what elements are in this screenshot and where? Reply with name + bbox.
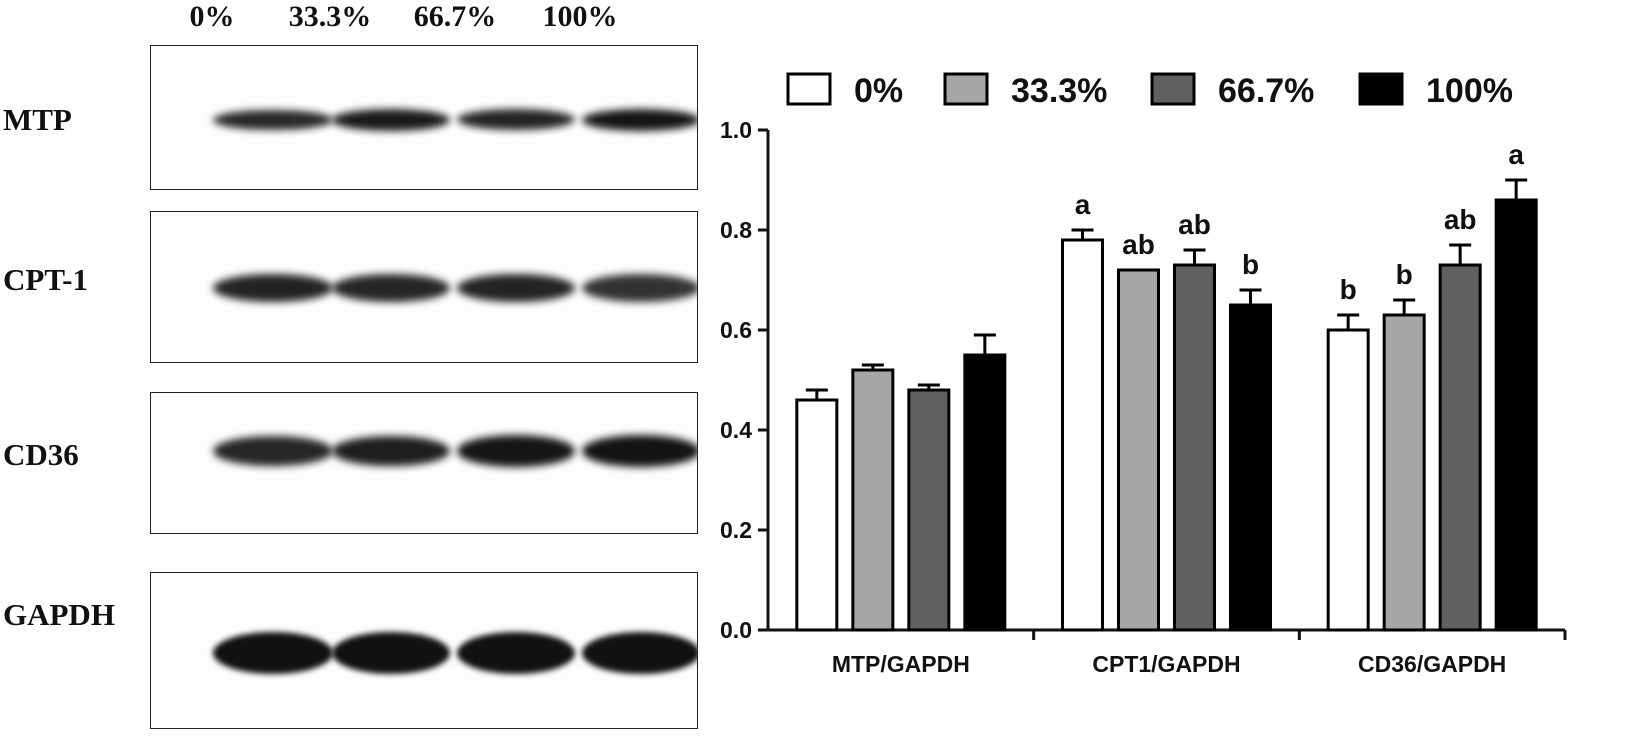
legend-label: 100% — [1426, 72, 1513, 110]
legend-swatch — [1358, 72, 1404, 106]
blot-row-label: CD36 — [3, 437, 79, 472]
blot-band — [332, 435, 450, 467]
bar — [1438, 263, 1482, 632]
y-tick-label: 0.2 — [720, 517, 752, 543]
significance-letter: a — [1508, 139, 1524, 170]
bar — [1061, 238, 1104, 632]
blot-band — [332, 273, 450, 303]
blot-band — [457, 632, 575, 674]
legend-label: 33.3% — [1011, 72, 1107, 110]
legend-label: 66.7% — [1218, 72, 1314, 110]
blot-image-cpt1 — [150, 211, 698, 363]
legend-label: 0% — [854, 72, 903, 110]
significance-letter: a — [1075, 189, 1091, 220]
blot-band — [582, 435, 697, 467]
blot-band — [582, 632, 697, 674]
x-tick-label: MTP/GAPDH — [832, 651, 970, 677]
blot-band — [457, 273, 575, 303]
blot-band — [457, 435, 575, 467]
bar — [1494, 198, 1538, 632]
blot-band — [332, 632, 450, 674]
significance-letter: ab — [1122, 229, 1155, 260]
bar — [851, 368, 895, 632]
y-tick-label: 0.8 — [720, 217, 752, 243]
blot-lane-header: 0% 33.3% 66.7% 100% — [0, 0, 680, 40]
blot-band — [213, 273, 333, 303]
blot-row-label: MTP — [3, 102, 72, 137]
blot-band — [457, 109, 575, 131]
y-tick-label: 0.0 — [720, 617, 752, 643]
significance-letter: ab — [1444, 204, 1477, 235]
blot-lane-label: 66.7% — [413, 0, 497, 33]
bar — [907, 388, 951, 632]
blot-lane-label: 0% — [189, 0, 235, 33]
bar — [1117, 268, 1160, 632]
blot-lane-label: 100% — [542, 0, 618, 33]
blot-image-gapdh — [150, 572, 698, 729]
bar — [1229, 303, 1272, 632]
blot-image-mtp — [150, 45, 698, 190]
blot-band — [213, 632, 333, 674]
legend-swatch — [1150, 72, 1196, 106]
legend-swatch — [786, 72, 832, 106]
blot-band — [582, 274, 697, 302]
bar — [795, 398, 839, 632]
significance-letter: b — [1396, 259, 1413, 290]
y-tick-label: 0.4 — [720, 417, 752, 443]
significance-letter: b — [1340, 274, 1357, 305]
bar — [963, 353, 1007, 632]
bar — [1326, 328, 1370, 632]
blot-image-cd36 — [150, 392, 698, 534]
blot-band — [213, 435, 333, 467]
legend-swatch — [943, 72, 989, 106]
blot-lane-label: 33.3% — [288, 0, 372, 33]
blot-band — [213, 109, 333, 131]
blot-band — [332, 109, 450, 131]
blot-band — [582, 109, 697, 131]
significance-letter: ab — [1178, 209, 1211, 240]
blot-row-label: GAPDH — [3, 597, 115, 632]
x-tick-label: CD36/GAPDH — [1358, 651, 1506, 677]
bar — [1382, 313, 1426, 632]
y-tick-label: 1.0 — [720, 117, 752, 143]
x-tick-label: CPT1/GAPDH — [1092, 651, 1240, 677]
significance-letter: b — [1242, 249, 1259, 280]
bar — [1173, 263, 1216, 632]
y-tick-label: 0.6 — [720, 317, 752, 343]
blot-row-label: CPT-1 — [3, 262, 88, 297]
